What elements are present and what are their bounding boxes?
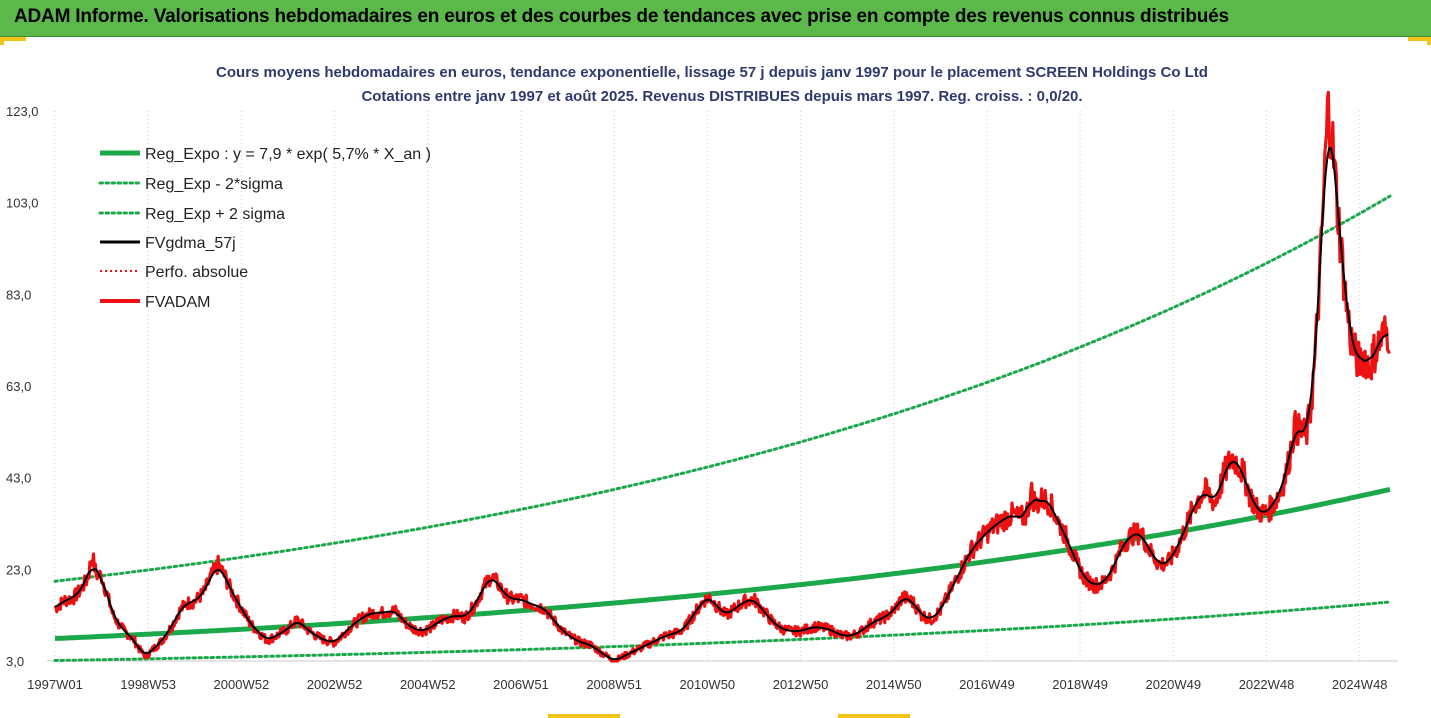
legend-entry-reg-exp-plus: Reg_Exp + 2 sigma <box>98 206 285 223</box>
x-tick-label: 2010W50 <box>680 677 736 692</box>
y-tick-label: 23,0 <box>6 562 31 577</box>
chart-title-line-1: Cours moyens hebdomadaires en euros, ten… <box>216 64 1208 81</box>
x-tick-label: 2018W49 <box>1052 677 1108 692</box>
vertical-gridlines <box>54 111 1361 661</box>
chart-title-line-2: Cotations entre janv 1997 et août 2025. … <box>361 88 1082 105</box>
legend-entry-fvadam: FVADAM <box>100 294 210 311</box>
page-title: ADAM Informe. Valorisations hebdomadaire… <box>14 6 1229 27</box>
x-tick-label: 1998W53 <box>120 677 176 692</box>
legend-entry-perfo-absolue: Perfo. absolue <box>100 264 248 281</box>
y-tick-label: 83,0 <box>6 287 31 302</box>
x-axis-tick-labels: 1997W01 1998W53 2000W52 2002W52 2004W52 2006W… <box>27 677 1387 692</box>
legend-label-reg-exp-plus: Reg_Exp + 2 sigma <box>145 206 285 223</box>
corner-accent-bottom-right <box>838 714 910 718</box>
y-tick-label: 63,0 <box>6 379 31 394</box>
series-fvgdma-57j <box>54 147 1389 661</box>
legend-entry-reg-expo: Reg_Expo : y = 7,9 * exp( 5,7% * X_an ) <box>100 146 431 163</box>
x-tick-label: 2022W48 <box>1239 677 1295 692</box>
corner-accent-top-left <box>0 37 26 41</box>
legend-label-reg-expo: Reg_Expo : y = 7,9 * exp( 5,7% * X_an ) <box>145 146 431 163</box>
x-tick-label: 2020W49 <box>1145 677 1201 692</box>
y-axis-tick-labels: 3,0 23,0 43,0 63,0 83,0 103,0 123,0 <box>6 104 39 669</box>
legend-label-fvgdma: FVgdma_57j <box>145 235 236 252</box>
series-reg-exp-plus-2sigma <box>53 194 1392 583</box>
legend-label-reg-exp-minus: Reg_Exp - 2*sigma <box>145 176 283 193</box>
header-bar: ADAM Informe. Valorisations hebdomadaire… <box>0 0 1431 37</box>
corner-accent-bottom-left <box>548 714 620 718</box>
legend: Reg_Expo : y = 7,9 * exp( 5,7% * X_an ) … <box>98 146 431 311</box>
y-tick-label: 103,0 <box>6 196 39 211</box>
series-lines <box>53 90 1392 663</box>
series-reg-exp-minus-2sigma <box>53 600 1392 662</box>
x-tick-label: 2024W48 <box>1332 677 1388 692</box>
chart-area: Cours moyens hebdomadaires en euros, ten… <box>6 64 1398 692</box>
x-tick-label: 1997W01 <box>27 677 83 692</box>
legend-entry-fvgdma: FVgdma_57j <box>100 235 236 252</box>
legend-label-fvadam: FVADAM <box>145 294 210 311</box>
legend-entry-reg-exp-minus: Reg_Exp - 2*sigma <box>98 176 283 193</box>
x-tick-label: 2000W52 <box>214 677 270 692</box>
y-tick-label: 43,0 <box>6 471 31 486</box>
y-tick-label: 123,0 <box>6 104 39 119</box>
corner-accent-top-left-vertical <box>0 37 4 45</box>
x-tick-label: 2002W52 <box>307 677 363 692</box>
x-tick-label: 2016W49 <box>959 677 1015 692</box>
x-tick-label: 2012W50 <box>773 677 829 692</box>
x-tick-label: 2006W51 <box>493 677 549 692</box>
x-tick-label: 2004W52 <box>400 677 456 692</box>
y-tick-label: 3,0 <box>6 654 24 669</box>
series-reg-expo <box>54 486 1391 641</box>
x-tick-label: 2008W51 <box>586 677 642 692</box>
corner-accent-top-right <box>1408 37 1431 41</box>
x-tick-label: 2014W50 <box>866 677 922 692</box>
legend-label-perfo-absolue: Perfo. absolue <box>145 264 248 281</box>
corner-accent-top-right-vertical <box>1427 37 1431 45</box>
